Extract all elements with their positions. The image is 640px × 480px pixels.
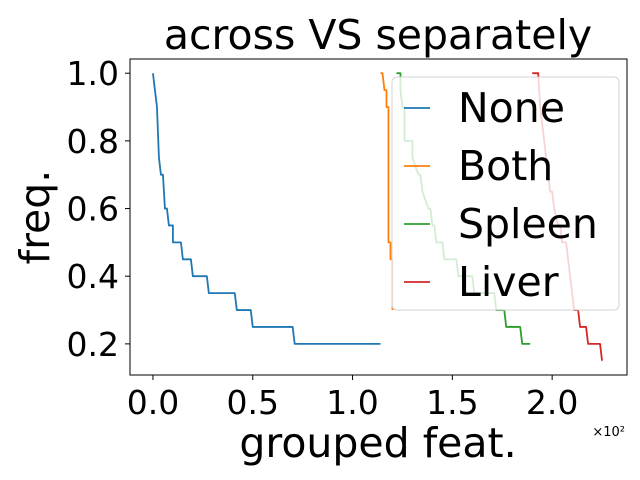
axes-frame [129, 58, 628, 376]
x-tick-label: 1.5 [426, 383, 478, 422]
y-tick-label: 0.2 [67, 325, 119, 364]
x-tick-label: 0.0 [127, 383, 179, 422]
x-tick-label: 2.0 [526, 383, 578, 422]
series-line-none [152, 73, 381, 345]
y-axis-ticks: 0.2 0.4 0.6 0.8 1.0 [67, 54, 130, 364]
y-axis-label: freq. [11, 170, 59, 265]
x-axis-ticks: 0.0 0.5 1.0 1.5 2.0 [127, 375, 578, 422]
series-line-both [380, 72, 394, 311]
y-tick-label: 1.0 [67, 54, 119, 93]
y-tick-label: 0.4 [67, 257, 119, 296]
x-axis-label: grouped feat. [239, 419, 516, 467]
legend: None Both Spleen Liver [391, 76, 620, 311]
x-tick-label: 1.0 [326, 383, 378, 422]
x-axis-multiplier: ×10² [592, 425, 625, 440]
chart-title: across VS separately [164, 11, 592, 59]
legend-label-spleen: Spleen [458, 200, 598, 248]
legend-label-both: Both [458, 142, 553, 190]
legend-label-none: None [458, 84, 565, 132]
y-tick-label: 0.8 [67, 122, 119, 161]
x-tick-label: 0.5 [227, 383, 279, 422]
legend-box [391, 76, 620, 311]
legend-label-liver: Liver [458, 258, 559, 306]
y-tick-label: 0.6 [67, 190, 119, 229]
